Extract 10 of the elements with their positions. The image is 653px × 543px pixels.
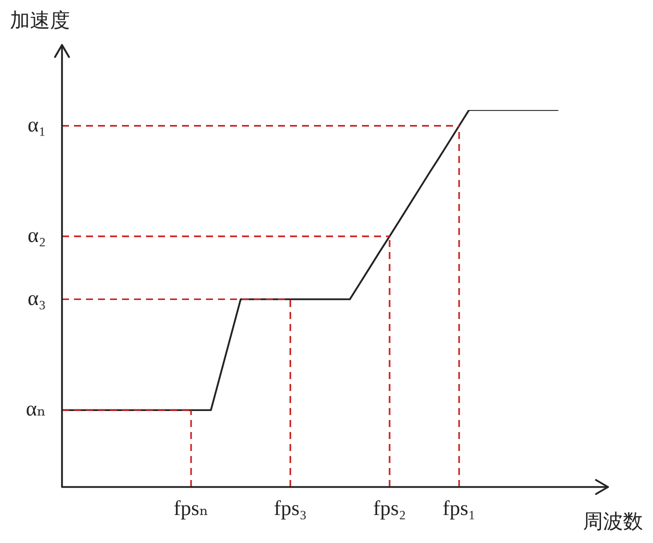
- ref-line-label: α₁: [28, 112, 46, 136]
- x-tick-label: fps₁: [442, 496, 476, 520]
- ref-line-label: α₂: [28, 222, 46, 247]
- x-tick-label: fps₂: [373, 496, 406, 520]
- x-tick-label: fpsₙ: [174, 496, 208, 520]
- x-tick-label: fps₃: [274, 496, 307, 520]
- ref-line-label: α₃: [28, 286, 46, 310]
- x-axis-title: 周波数: [583, 509, 643, 534]
- ref-line-label: αₙ: [26, 396, 46, 421]
- y-axis-title: 加速度: [10, 8, 70, 32]
